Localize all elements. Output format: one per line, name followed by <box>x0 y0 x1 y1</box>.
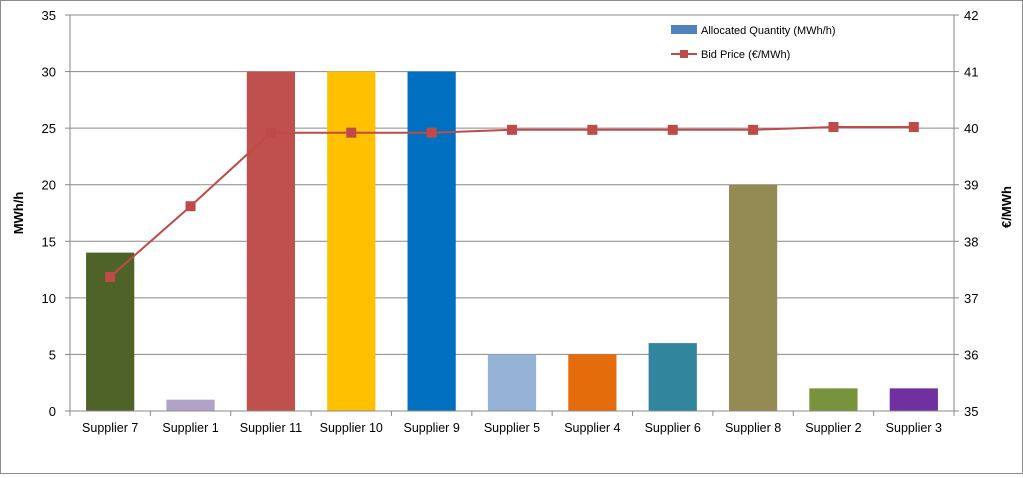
legend-swatch-allocated-quantity <box>671 25 697 34</box>
y2-tick-label: 39 <box>964 178 978 193</box>
x-tick-label: Supplier 9 <box>403 421 459 435</box>
y-tick-label: 35 <box>42 8 56 23</box>
bar <box>407 71 456 412</box>
legend: Allocated Quantity (MWh/h) Bid Price (€/… <box>671 25 836 61</box>
bid-price-line <box>109 126 914 278</box>
line-series <box>105 122 919 282</box>
x-tick-label: Supplier 3 <box>886 421 942 435</box>
bar <box>809 388 858 411</box>
y2-tick-label: 37 <box>964 291 978 306</box>
bid-price-marker <box>507 124 517 135</box>
y-tick-label: 25 <box>42 121 56 136</box>
y-tick-label: 15 <box>42 234 56 249</box>
bid-price-marker <box>587 124 598 135</box>
legend-marker-bid-price <box>680 50 688 58</box>
y2-tick-label: 38 <box>964 234 978 249</box>
x-tick-label: Supplier 6 <box>645 421 701 435</box>
axes <box>65 14 959 416</box>
x-tick-label: Supplier 11 <box>240 421 302 435</box>
bar <box>568 354 617 411</box>
bid-price-marker <box>346 127 357 138</box>
bar <box>246 71 296 412</box>
y2-tick-label: 36 <box>964 347 978 362</box>
bid-price-marker <box>105 271 116 282</box>
x-tick-label: Supplier 2 <box>805 421 861 435</box>
y-axis-title: MWh/h <box>11 192 26 235</box>
y2-axis-title: €/MWh <box>999 186 1014 228</box>
y2-tick-label: 42 <box>964 8 978 23</box>
bar <box>648 343 697 411</box>
x-tick-label: Supplier 8 <box>725 421 781 435</box>
y2-tick-label: 41 <box>964 65 978 80</box>
legend-label-allocated-quantity: Allocated Quantity (MWh/h) <box>701 25 836 37</box>
bid-price-marker <box>667 124 678 135</box>
bid-price-marker <box>426 127 437 138</box>
x-tick-label: Supplier 10 <box>320 421 383 435</box>
bar <box>166 399 215 411</box>
bid-price-marker <box>265 127 276 138</box>
bid-price-marker <box>748 124 759 135</box>
x-tick-label: Supplier 7 <box>82 421 138 435</box>
y-tick-label: 0 <box>49 404 56 419</box>
tick-labels: 0 5 10 15 20 25 30 35 35 36 37 38 39 40 41 42 Supplier 7… <box>42 8 979 435</box>
gridlines <box>70 14 954 412</box>
x-tick-label: Supplier 1 <box>162 421 218 435</box>
bar <box>327 71 376 412</box>
bid-price-marker <box>185 201 196 212</box>
y-tick-label: 20 <box>42 178 56 193</box>
bid-price-marker <box>828 122 839 133</box>
y-tick-label: 10 <box>42 291 56 306</box>
y2-tick-label: 35 <box>964 404 978 419</box>
y-tick-label: 30 <box>42 65 56 80</box>
y-tick-label: 5 <box>49 347 56 362</box>
y2-tick-label: 40 <box>964 121 978 136</box>
x-tick-label: Supplier 4 <box>564 421 620 435</box>
bar <box>487 354 537 411</box>
bar <box>728 184 778 411</box>
legend-label-bid-price: Bid Price (€/MWh) <box>701 49 790 61</box>
bid-price-marker <box>908 122 919 133</box>
bar <box>889 388 938 411</box>
x-tick-label: Supplier 5 <box>484 421 540 435</box>
